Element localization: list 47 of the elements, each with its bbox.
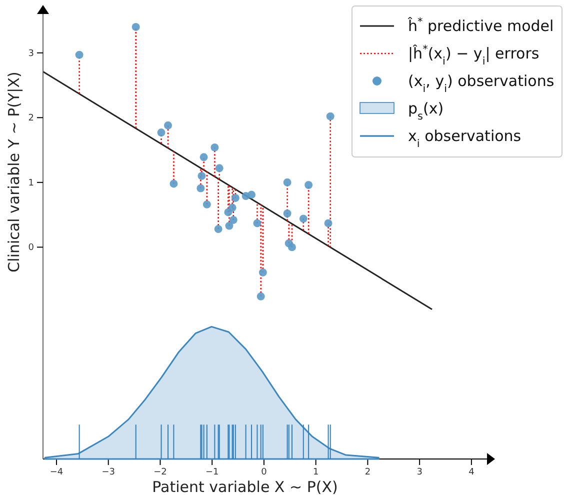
point xyxy=(324,219,332,228)
point xyxy=(231,194,240,202)
x-axis-title: Patient variable X ~ P(X) xyxy=(152,478,338,495)
x-tick-label: 1 xyxy=(312,467,319,478)
x-tick-label: 0 xyxy=(261,467,268,478)
point xyxy=(253,219,262,228)
y-tick-label: 1 xyxy=(28,178,34,188)
point xyxy=(132,22,140,31)
x-tick-label: −2 xyxy=(154,467,167,478)
legend-label: ĥ$^{*}$ predictive model xyxy=(407,16,554,35)
point xyxy=(228,204,236,212)
point xyxy=(170,180,178,188)
legend-label: p$_{s}$(x) xyxy=(408,100,444,122)
x-tick-label: −3 xyxy=(102,467,115,478)
x-tick-label: 3 xyxy=(416,467,422,478)
point xyxy=(157,128,166,137)
y-tick-label: 2 xyxy=(28,114,34,124)
point xyxy=(229,216,238,224)
point xyxy=(75,50,84,59)
point xyxy=(210,143,219,152)
legend-label: x$_{i}$ observations xyxy=(408,127,522,150)
point xyxy=(196,184,205,192)
point xyxy=(214,225,222,234)
point xyxy=(215,164,224,172)
x-tick-label: 4 xyxy=(468,467,475,478)
point xyxy=(299,214,308,223)
point xyxy=(288,243,296,252)
x-tick-label: −1 xyxy=(205,467,219,478)
y-tick-label: 3 xyxy=(28,48,34,59)
point xyxy=(225,222,234,230)
legend-label: (x$_{i}$, y$_{i}$) observations xyxy=(408,72,554,95)
x-tick-label: −4 xyxy=(50,467,64,478)
point xyxy=(304,181,313,189)
point xyxy=(256,292,265,300)
annotation: |ĥ$^{*}$(x$_{i}$) − y$_{i}$| errors xyxy=(408,44,540,68)
point xyxy=(202,200,211,208)
point xyxy=(248,190,256,199)
point xyxy=(283,178,292,186)
point xyxy=(198,172,206,180)
point xyxy=(326,112,334,120)
point xyxy=(164,121,172,130)
x-tick-label: 2 xyxy=(364,467,371,478)
point xyxy=(200,153,208,162)
point xyxy=(283,210,292,218)
y-axis-title: Clinical variable Y ~ P(Y|X) xyxy=(5,72,23,272)
point xyxy=(258,268,267,276)
y-tick-label: 0 xyxy=(28,243,34,254)
